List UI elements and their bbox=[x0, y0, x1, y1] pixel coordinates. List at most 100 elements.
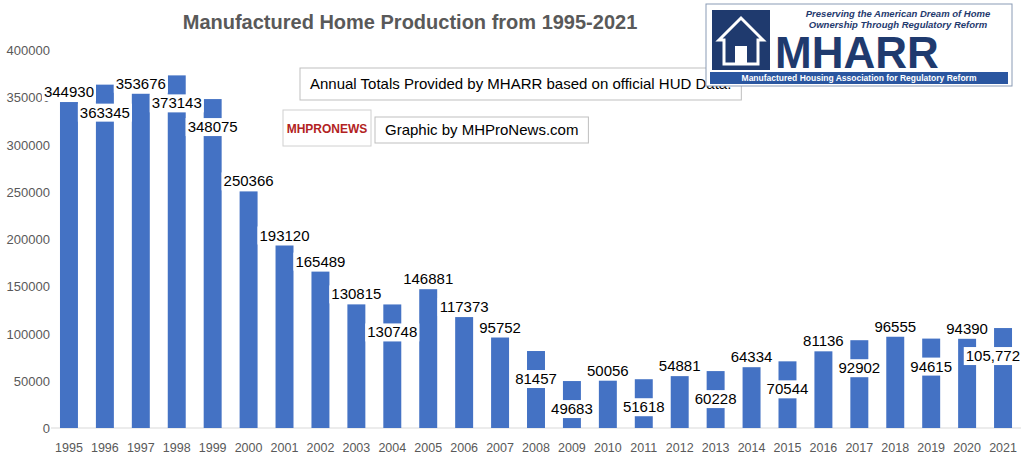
x-tick-label: 1995 bbox=[55, 441, 83, 455]
data-label-bg bbox=[222, 172, 276, 190]
data-label-bg bbox=[114, 75, 168, 93]
data-label: 50056 bbox=[587, 362, 629, 379]
logo-fullname: Manufactured Housing Association for Reg… bbox=[710, 72, 1008, 84]
data-label-bg bbox=[908, 358, 954, 376]
data-label: 193120 bbox=[259, 227, 309, 244]
x-tick-label: 1996 bbox=[91, 441, 119, 455]
x-tick-label: 2015 bbox=[774, 441, 802, 455]
data-label-bg bbox=[329, 285, 383, 303]
data-label: 51618 bbox=[623, 398, 665, 415]
bar bbox=[994, 328, 1012, 428]
bar bbox=[886, 337, 904, 428]
bar bbox=[814, 351, 832, 428]
data-label-bg bbox=[477, 319, 523, 337]
data-label: 130748 bbox=[367, 323, 417, 340]
x-tick-label: 2018 bbox=[881, 441, 909, 455]
x-tick-label: 2002 bbox=[307, 441, 335, 455]
data-label: 94390 bbox=[946, 320, 988, 337]
bar bbox=[850, 340, 868, 428]
x-tick-label: 2020 bbox=[953, 441, 981, 455]
x-tick-label: 2006 bbox=[450, 441, 478, 455]
logo-band bbox=[710, 72, 1008, 84]
bar bbox=[240, 191, 258, 428]
data-label: 60228 bbox=[695, 390, 737, 407]
data-label: 96555 bbox=[874, 318, 916, 335]
logo-icon bbox=[712, 10, 770, 70]
bar bbox=[671, 376, 689, 428]
data-label: 64334 bbox=[731, 348, 773, 365]
data-label: 363345 bbox=[80, 104, 130, 121]
y-tick-label: 150000 bbox=[7, 279, 50, 294]
x-tick-label: 2016 bbox=[810, 441, 838, 455]
x-tick-label: 1997 bbox=[127, 441, 155, 455]
data-label: 95752 bbox=[479, 319, 521, 336]
data-label-bg bbox=[836, 359, 882, 377]
data-label-bg bbox=[585, 362, 631, 380]
x-tick-label: 1999 bbox=[199, 441, 227, 455]
y-tick-label: 50000 bbox=[14, 374, 50, 389]
bars bbox=[60, 75, 1012, 428]
data-label-bg bbox=[150, 94, 204, 112]
title: Manufactured Home Production from 1995-2… bbox=[183, 11, 638, 33]
data-label: 130815 bbox=[331, 285, 381, 302]
annotation-box bbox=[375, 117, 588, 143]
data-label-bg bbox=[293, 253, 347, 271]
x-tick-label: 2003 bbox=[342, 441, 370, 455]
x-tick-label: 2014 bbox=[738, 441, 766, 455]
data-label-bg bbox=[186, 118, 240, 136]
y-tick-label: 100000 bbox=[7, 327, 50, 342]
data-label-bg bbox=[513, 370, 559, 388]
x-tick-label: 2017 bbox=[845, 441, 873, 455]
data-label: 344930 bbox=[44, 83, 94, 100]
y-tick-label: 300000 bbox=[7, 138, 50, 153]
data-label-bg bbox=[621, 398, 667, 416]
y-tick-label: 250000 bbox=[7, 185, 50, 200]
data-label: 92902 bbox=[838, 359, 880, 376]
logo-tagline: Preserving the American Dream of Home Ow… bbox=[788, 8, 1008, 30]
bar bbox=[60, 102, 78, 428]
bar bbox=[168, 75, 186, 428]
y-tick-label: 0 bbox=[43, 421, 50, 436]
data-label: 81136 bbox=[803, 332, 844, 349]
bar bbox=[276, 246, 294, 428]
x-tick-label: 2004 bbox=[378, 441, 406, 455]
bar bbox=[347, 304, 365, 428]
data-label: 250366 bbox=[224, 172, 274, 189]
x-tick-label: 2001 bbox=[271, 441, 299, 455]
data-label-bg bbox=[944, 320, 990, 338]
annotation: Graphic by MHProNews.com bbox=[385, 121, 578, 138]
data-label-bg bbox=[257, 227, 311, 245]
bar bbox=[922, 339, 940, 428]
data-label: 353676 bbox=[116, 75, 166, 92]
y-tick-label: 200000 bbox=[7, 232, 50, 247]
logo-house bbox=[719, 18, 763, 64]
bar bbox=[132, 94, 150, 428]
bar bbox=[204, 99, 222, 428]
mhpronews-logo-box bbox=[283, 110, 371, 146]
bar bbox=[419, 289, 437, 428]
y-tick-label: 400000 bbox=[7, 43, 50, 58]
x-tick-label: 2005 bbox=[414, 441, 442, 455]
data-label-bg bbox=[78, 104, 132, 122]
x-tick-label: 2019 bbox=[917, 441, 945, 455]
x-tick-label: 2010 bbox=[594, 441, 622, 455]
data-label-bg bbox=[729, 348, 775, 366]
chart-svg: Manufactured Home Production from 1995-2… bbox=[0, 0, 1024, 468]
data-label: 70544 bbox=[767, 380, 809, 397]
data-labels: 3449303633453536763731433480752503661931… bbox=[42, 75, 1022, 418]
data-label: 146881 bbox=[403, 270, 453, 287]
bar bbox=[527, 351, 545, 428]
annotation: Annual Totals Provided by MHARR based on… bbox=[310, 75, 731, 92]
data-label-bg bbox=[872, 318, 918, 336]
bar bbox=[311, 272, 329, 428]
data-label: 94615 bbox=[910, 358, 952, 375]
bar bbox=[599, 381, 617, 428]
data-label-bg bbox=[549, 400, 595, 418]
x-tick-label: 2012 bbox=[666, 441, 694, 455]
data-label-bg bbox=[801, 332, 846, 350]
x-tick-label: 2009 bbox=[558, 441, 586, 455]
bar bbox=[743, 367, 761, 428]
data-label: 105,772 bbox=[966, 347, 1020, 364]
data-label: 81457 bbox=[515, 370, 557, 387]
data-label: 54881 bbox=[659, 357, 701, 374]
